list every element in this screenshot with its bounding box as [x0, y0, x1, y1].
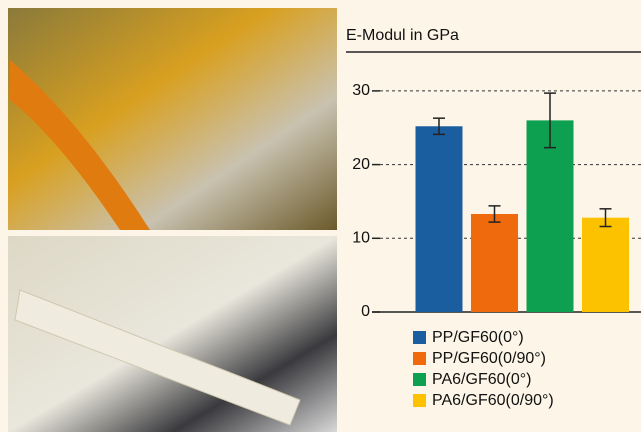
robot-arm — [10, 60, 150, 230]
legend-swatch — [413, 352, 426, 365]
error-bar — [544, 92, 556, 149]
error-bar — [488, 205, 501, 223]
bar — [526, 120, 574, 312]
y-tick-label: 10 — [352, 230, 370, 247]
y-tick-label: 20 — [352, 156, 370, 173]
error-bar — [599, 208, 612, 228]
error-bar — [433, 117, 445, 136]
legend-label: PP/GF60(0/90°) — [432, 350, 546, 367]
legend-swatch — [413, 394, 426, 407]
legend-swatch — [413, 373, 426, 386]
bar — [415, 126, 463, 312]
bar — [471, 213, 518, 312]
bar — [582, 217, 629, 312]
legend-swatch — [413, 331, 426, 344]
y-tick-label: 30 — [352, 82, 370, 99]
y-tick-label: 0 — [361, 303, 370, 320]
legend-label: PA6/GF60(0°) — [432, 371, 531, 388]
legend-label: PP/GF60(0°) — [432, 329, 524, 346]
part-shape — [14, 289, 301, 426]
chart-title: E-Modul in GPa — [346, 27, 459, 44]
legend-label: PA6/GF60(0/90°) — [432, 392, 554, 409]
